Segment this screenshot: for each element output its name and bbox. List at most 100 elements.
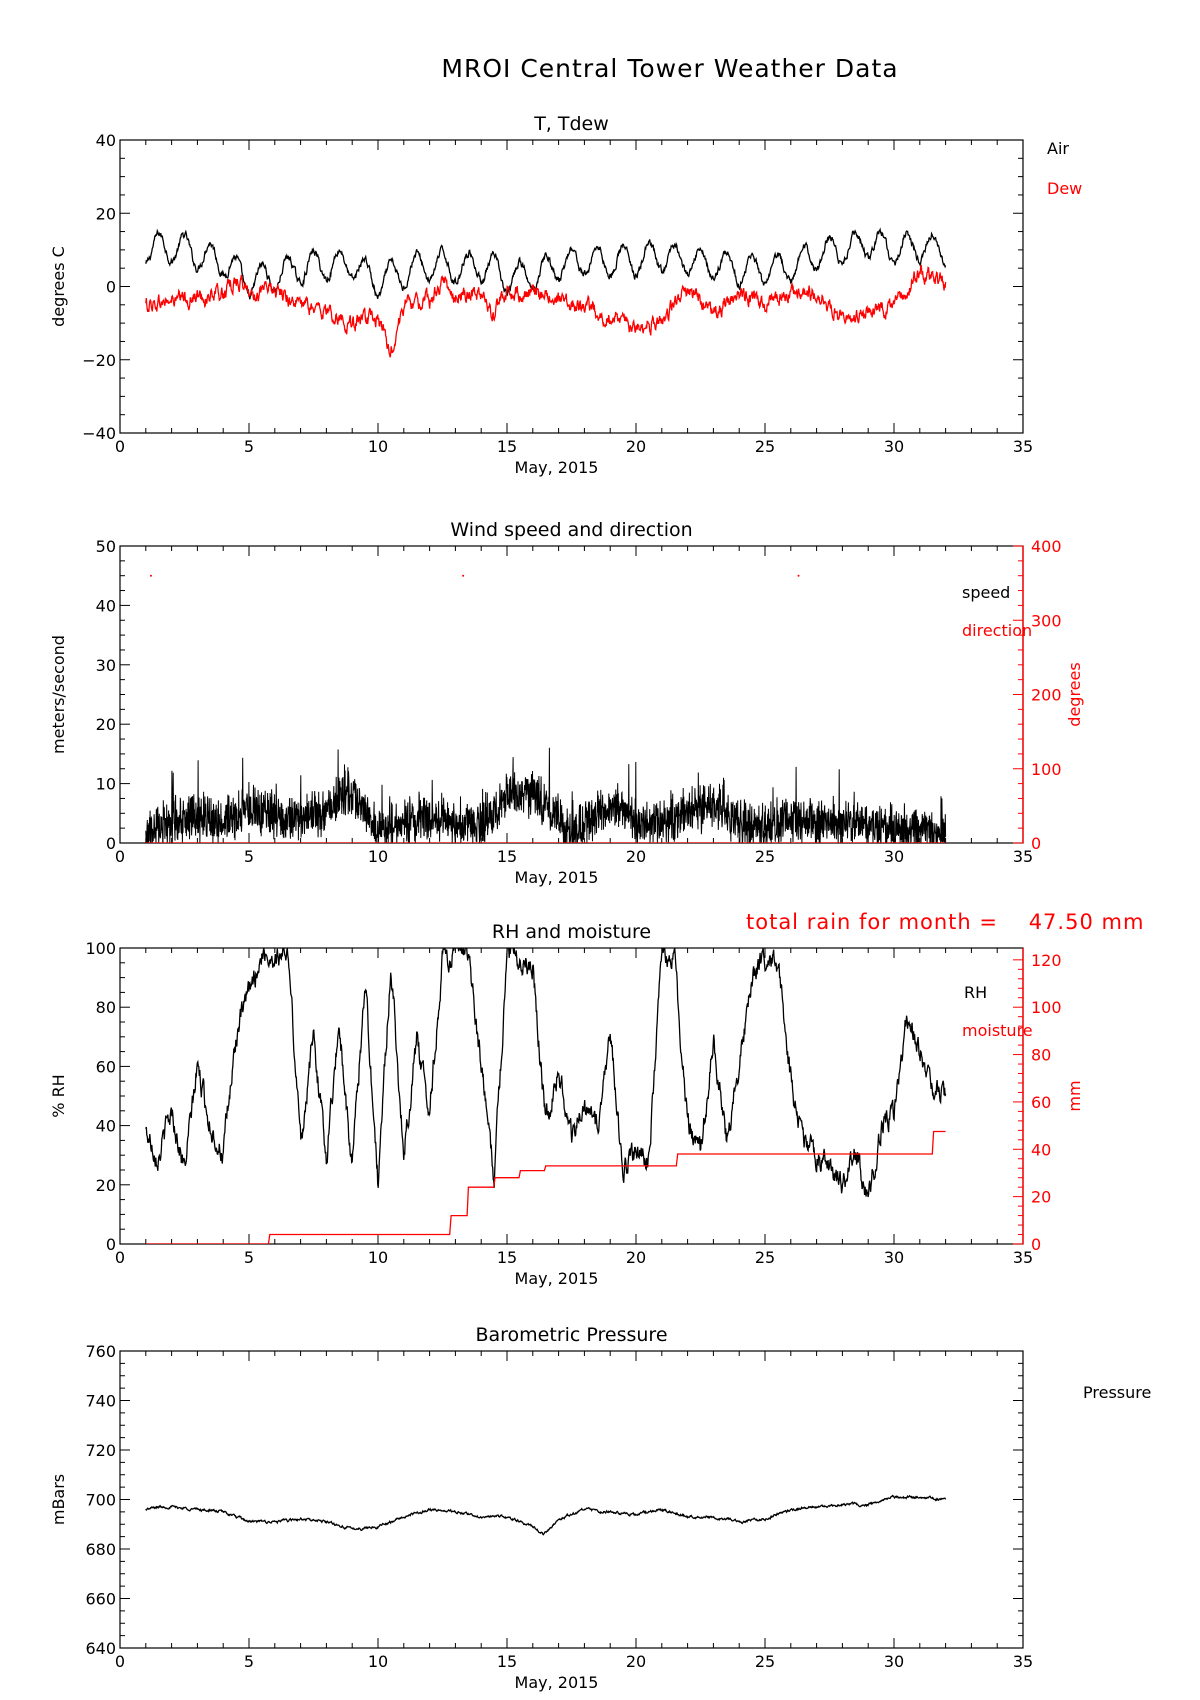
x-tick-label: 35 — [1013, 847, 1033, 866]
legend-entry: Air — [1047, 139, 1069, 158]
x-tick-label: 30 — [884, 1652, 904, 1671]
legend-entry: speed — [962, 583, 1010, 602]
series-line-pressure — [145, 1494, 947, 1536]
y-tick-label: 0 — [106, 834, 116, 853]
right-y-tick-label: 0 — [1031, 834, 1041, 853]
right-y-tick-label: 400 — [1031, 537, 1062, 556]
direction-point — [797, 574, 800, 577]
right-y-tick-label: 60 — [1031, 1093, 1051, 1112]
x-tick-label: 10 — [368, 437, 388, 456]
right-y-tick-label: 100 — [1031, 998, 1062, 1017]
x-tick-label: 5 — [244, 1248, 254, 1267]
x-tick-label: 30 — [884, 437, 904, 456]
y-axis-label: degrees C — [49, 246, 68, 327]
x-axis-label: May, 2015 — [515, 868, 599, 887]
y-axis-label: mBars — [49, 1474, 68, 1525]
chart-panel-4: Barometric Pressure 0 5 10 15 20 25 30 35 May, 20… — [49, 1324, 1151, 1692]
plot-frame — [119, 947, 1024, 1245]
y-tick-label: 760 — [85, 1342, 116, 1361]
x-tick-label: 35 — [1013, 437, 1033, 456]
x-tick-label: 5 — [244, 847, 254, 866]
x-tick-label: 20 — [626, 437, 646, 456]
right-y-axis-label: degrees — [1065, 662, 1084, 726]
y-tick-label: 40 — [96, 131, 116, 150]
direction-point — [149, 574, 152, 577]
y-tick-label: 700 — [85, 1491, 116, 1510]
right-y-tick-label: 20 — [1031, 1188, 1051, 1207]
x-axis-label: May, 2015 — [515, 1673, 599, 1692]
x-tick-label: 0 — [115, 1652, 125, 1671]
x-tick-label: 5 — [244, 1652, 254, 1671]
chart-title: T, Tdew — [533, 113, 609, 135]
x-tick-label: 10 — [368, 1652, 388, 1671]
legend-entry: Dew — [1047, 179, 1082, 198]
total-rain-annotation: total rain for month = 47.50 mm — [746, 910, 1144, 934]
page-title: MROI Central Tower Weather Data — [441, 54, 899, 83]
chart-panel-2: Wind speed and direction 0 5 10 15 20 25 30 35 Ma… — [49, 519, 1084, 887]
x-tick-label: 0 — [115, 437, 125, 456]
right-y-tick-label: 0 — [1031, 1235, 1041, 1254]
y-tick-label: 50 — [96, 537, 116, 556]
chart-title: Wind speed and direction — [450, 519, 692, 541]
y-tick-label: 40 — [96, 1117, 116, 1136]
x-tick-label: 35 — [1013, 1248, 1033, 1267]
x-tick-label: 30 — [884, 847, 904, 866]
plot-frame — [119, 139, 1024, 434]
right-y-tick-label: 80 — [1031, 1046, 1051, 1065]
x-tick-label: 25 — [755, 437, 775, 456]
y-tick-label: 680 — [85, 1540, 116, 1559]
y-tick-label: 80 — [96, 998, 116, 1017]
y-tick-label: 10 — [96, 775, 116, 794]
chart-panel-1: T, Tdew 0 5 10 15 20 25 30 35 May, 2015 −40 −20 0 20 4… — [49, 113, 1082, 477]
y-tick-label: 30 — [96, 656, 116, 675]
x-tick-label: 25 — [755, 1248, 775, 1267]
chart-title: RH and moisture — [492, 921, 651, 943]
y-tick-label: 40 — [96, 596, 116, 615]
series-line-dew — [145, 264, 947, 358]
x-tick-label: 20 — [626, 847, 646, 866]
legend-entry: moisture — [962, 1021, 1033, 1040]
y-axis-label: meters/second — [49, 635, 68, 754]
direction-point — [462, 574, 465, 577]
x-tick-label: 15 — [497, 1652, 517, 1671]
x-axis-label: May, 2015 — [515, 1269, 599, 1288]
y-axis-label: % RH — [49, 1074, 68, 1117]
y-tick-label: −40 — [82, 424, 116, 443]
series-line-moisture — [145, 1130, 946, 1244]
chart-panel-3: RH and moisture 0 5 10 15 20 25 30 35 May, 2015 0 2… — [49, 910, 1144, 1288]
legend-entry: Pressure — [1083, 1383, 1151, 1402]
series-line-rh — [145, 948, 947, 1198]
x-tick-label: 25 — [755, 847, 775, 866]
y-tick-label: 20 — [96, 715, 116, 734]
legend-entry: RH — [964, 983, 987, 1002]
y-tick-label: −20 — [82, 351, 116, 370]
right-y-tick-label: 100 — [1031, 760, 1062, 779]
y-tick-label: 740 — [85, 1392, 116, 1411]
x-tick-label: 25 — [755, 1652, 775, 1671]
x-tick-label: 0 — [115, 1248, 125, 1267]
x-tick-label: 30 — [884, 1248, 904, 1267]
x-tick-label: 10 — [368, 1248, 388, 1267]
x-tick-label: 20 — [626, 1248, 646, 1267]
y-tick-label: 100 — [85, 939, 116, 958]
series-line-air — [145, 227, 947, 300]
x-tick-label: 20 — [626, 1652, 646, 1671]
legend-entry: direction — [962, 621, 1032, 640]
right-y-tick-label: 40 — [1031, 1140, 1051, 1159]
right-y-tick-label: 200 — [1031, 686, 1062, 705]
x-tick-label: 0 — [115, 847, 125, 866]
x-tick-label: 15 — [497, 437, 517, 456]
x-tick-label: 5 — [244, 437, 254, 456]
right-y-tick-label: 120 — [1031, 951, 1062, 970]
y-tick-label: 60 — [96, 1057, 116, 1076]
y-tick-label: 20 — [96, 204, 116, 223]
y-tick-label: 20 — [96, 1176, 116, 1195]
x-tick-label: 35 — [1013, 1652, 1033, 1671]
x-tick-label: 15 — [497, 1248, 517, 1267]
right-y-tick-label: 300 — [1031, 611, 1062, 630]
series-line-speed — [145, 747, 947, 843]
y-tick-label: 0 — [106, 278, 116, 297]
y-tick-label: 640 — [85, 1639, 116, 1658]
chart-title: Barometric Pressure — [475, 1324, 667, 1346]
